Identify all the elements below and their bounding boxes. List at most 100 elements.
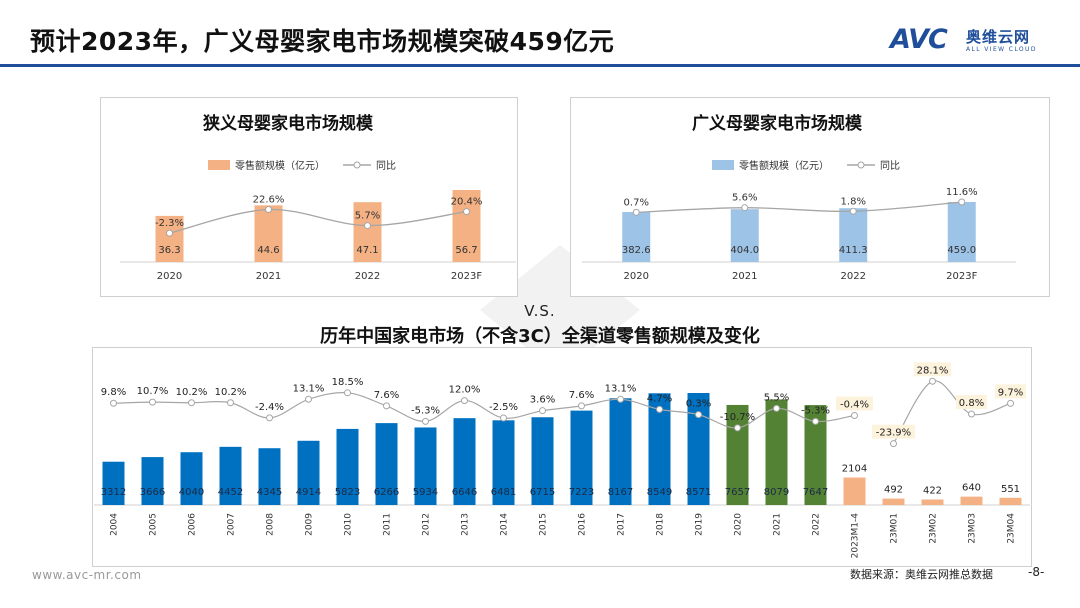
broad-chart-frame <box>570 97 1050 297</box>
yoy-label: 4.7% <box>647 393 672 404</box>
yoy-label: -10.7% <box>720 412 755 423</box>
legend-label-bar: 零售额规模（亿元） <box>739 159 829 172</box>
x-tick-label: 2020 <box>157 271 182 282</box>
title-rule <box>0 64 1080 67</box>
yoy-point <box>265 206 272 214</box>
yoy-label: -5.3% <box>411 405 440 416</box>
yoy-point <box>305 395 312 403</box>
yoy-label: 13.1% <box>293 383 325 394</box>
page-number: -8- <box>1028 565 1045 579</box>
x-tick-label: 2005 <box>149 513 159 536</box>
x-tick-label: 2023F <box>946 271 977 282</box>
bar-value-label: 551 <box>1001 484 1020 495</box>
x-tick-label: 2022 <box>812 513 822 536</box>
bar-value-label: 6481 <box>491 487 516 498</box>
legend-label-line: 同比 <box>376 160 396 172</box>
yoy-point <box>422 417 429 425</box>
logo-name-en: ALL VIEW CLOUD <box>966 46 1037 53</box>
x-tick-label: 2021 <box>773 513 783 536</box>
yoy-label-box <box>995 384 1026 399</box>
bar-value-label: 4914 <box>296 487 321 498</box>
bar-value-label: 5934 <box>413 487 438 498</box>
legend-label-line: 同比 <box>880 160 900 172</box>
bar <box>843 477 866 505</box>
yoy-label: 0.8% <box>959 398 984 409</box>
legend-swatch-bar <box>712 160 734 170</box>
footer-url[interactable]: www.avc-mr.com <box>32 568 142 582</box>
legend-label-bar: 零售额规模（亿元） <box>235 159 325 172</box>
yoy-label: -2.5% <box>489 402 518 413</box>
x-tick-label: 2012 <box>422 513 432 536</box>
yoy-point <box>656 405 663 413</box>
yoy-label: 20.4% <box>451 197 483 208</box>
bar-value-label: 8549 <box>647 487 672 498</box>
yoy-label: 18.5% <box>332 377 364 388</box>
yoy-point <box>188 399 195 407</box>
bar-value-label: 5823 <box>335 487 360 498</box>
x-tick-label: 2014 <box>500 513 510 536</box>
yoy-point <box>149 398 156 406</box>
bar <box>414 427 437 505</box>
x-tick-label: 23M04 <box>1007 513 1017 544</box>
bar <box>960 496 983 505</box>
x-tick-label: 2020 <box>624 271 649 282</box>
yoy-point <box>539 407 546 415</box>
yoy-point <box>929 377 936 385</box>
x-tick-label: 2011 <box>383 513 393 536</box>
bar-value-label: 44.6 <box>257 245 279 256</box>
bar <box>648 393 671 505</box>
yoy-label: -2.4% <box>255 402 284 413</box>
yoy-point <box>734 424 741 432</box>
bar <box>804 405 827 505</box>
bar-value-label: 3312 <box>101 487 126 498</box>
yoy-label: 10.7% <box>137 386 169 397</box>
bar-value-label: 422 <box>923 485 942 496</box>
x-tick-label: 2023F <box>451 271 482 282</box>
bar <box>999 497 1022 505</box>
yoy-point <box>1007 399 1014 407</box>
bar <box>102 461 125 505</box>
narrow-chart: 零售额规模（亿元） 同比 36.3 2020 44.6 2021 47.1 2022 56.7 2… <box>120 159 516 282</box>
x-tick-label: 2015 <box>539 513 549 536</box>
history-chart-title: 历年中国家电市场（不含3C）全渠道零售额规模及变化 <box>320 326 760 347</box>
bar <box>765 399 788 505</box>
yoy-label: 11.6% <box>946 187 978 198</box>
yoy-point <box>849 207 857 215</box>
yoy-label: -5.3% <box>801 405 830 416</box>
bar-value-label: 492 <box>884 485 903 496</box>
yoy-label: 7.6% <box>374 390 399 401</box>
x-tick-label: 2004 <box>110 513 120 536</box>
yoy-point <box>851 411 858 419</box>
yoy-point <box>968 410 975 418</box>
yoy-line <box>636 201 962 213</box>
bar <box>921 499 944 505</box>
bar-value-label: 36.3 <box>158 245 180 256</box>
bar-value-label: 7647 <box>803 487 828 498</box>
yoy-point <box>463 208 470 216</box>
vs-label: V.S. <box>524 302 556 320</box>
yoy-label-box <box>914 362 951 377</box>
yoy-line <box>169 208 467 234</box>
bar <box>726 404 749 505</box>
history-chart: 3312 2004 3666 2005 4040 2006 4452 2007 4345 2008… <box>94 362 1030 558</box>
narrow-chart-title: 狭义母婴家电市场规模 <box>203 114 373 134</box>
yoy-label: 9.8% <box>101 387 126 398</box>
x-tick-label: 2016 <box>578 513 588 536</box>
bar <box>219 446 242 505</box>
bar <box>570 410 593 505</box>
x-tick-label: 2013 <box>461 513 471 536</box>
yoy-label-box <box>871 424 916 439</box>
legend-swatch-bar <box>208 160 230 170</box>
yoy-label: 10.2% <box>215 387 247 398</box>
bar <box>492 420 515 505</box>
x-tick-label: 2009 <box>305 513 315 536</box>
bar-value-label: 459.0 <box>947 245 976 256</box>
yoy-label-box <box>836 396 873 411</box>
x-tick-label: 2022 <box>355 271 380 282</box>
yoy-point <box>344 389 351 397</box>
x-tick-label: 2017 <box>617 513 627 536</box>
yoy-label: 22.6% <box>253 195 285 206</box>
bar-value-label: 56.7 <box>455 245 477 256</box>
bar-value-label: 4040 <box>179 487 204 498</box>
narrow-chart-frame <box>100 97 518 297</box>
